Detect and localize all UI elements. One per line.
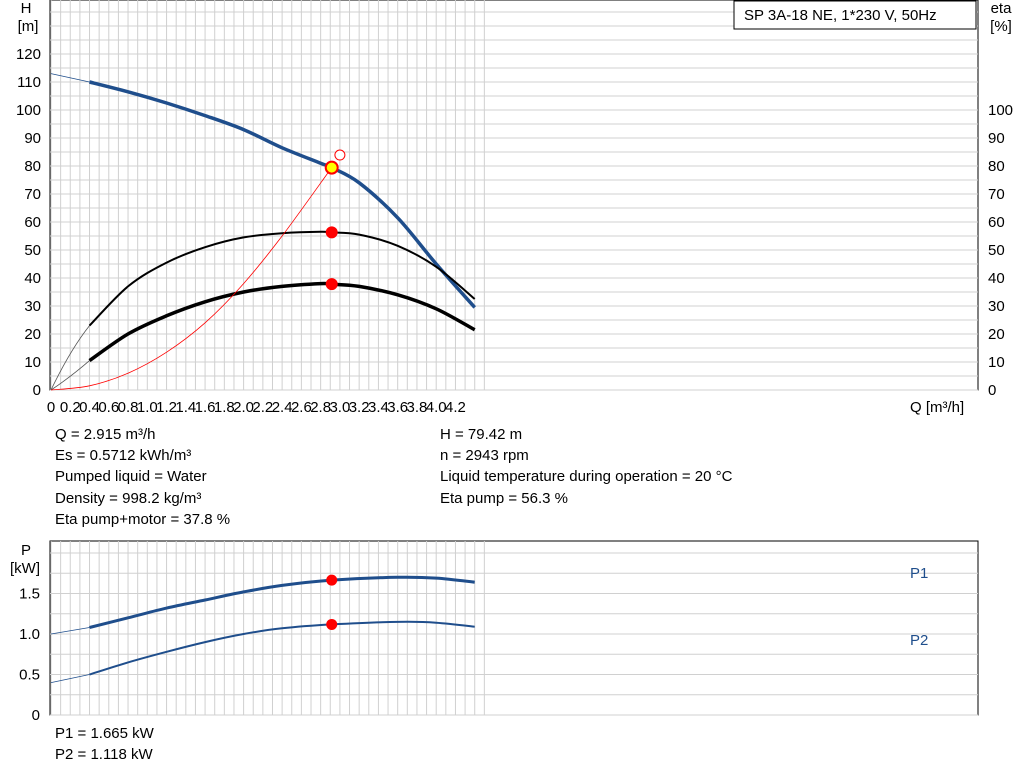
p2-curve-extrapolation (50, 674, 90, 683)
x-tick-label: 2.6 (291, 399, 312, 416)
upper-grid (50, 0, 978, 391)
x-tick-label: 0.6 (98, 399, 119, 416)
head-curve (89, 80, 477, 309)
h-tick-label: 20 (24, 326, 41, 343)
eta-tick-label: 90 (988, 130, 1005, 147)
eta-tick-label: 30 (988, 298, 1005, 315)
eta-tick-label: 50 (988, 242, 1005, 259)
x-axis-title: Q [m³/h] (910, 399, 964, 416)
eta-pump-marker (325, 226, 338, 239)
x-tick-label: 1.8 (214, 399, 235, 416)
x-tick-label: 1.0 (137, 399, 158, 416)
eta-total-curve (88, 281, 476, 363)
h-tick-label: 30 (24, 298, 41, 315)
p-axis-unit: [kW] (10, 560, 40, 577)
h-tick-label: 90 (24, 130, 41, 147)
eta-total-marker (325, 278, 338, 291)
title-box (733, 0, 977, 30)
info-eta-total: Eta pump+motor = 37.8 % (55, 511, 231, 528)
x-tick-label: 4.0 (426, 399, 447, 416)
lower-grid (50, 541, 978, 716)
eta-tick-label: 70 (988, 186, 1005, 203)
head-curve-extrapolation (50, 73, 90, 83)
x-tick-label: 3.6 (387, 399, 408, 416)
eta-axis-unit: [%] (990, 18, 1012, 35)
eta-pump-curve (88, 230, 476, 327)
p-tick-label: 1.0 (19, 626, 40, 643)
x-tick-label: 0.8 (118, 399, 139, 416)
info-es: Es = 0.5712 kWh/m³ (55, 447, 192, 464)
x-tick-label: 3.4 (368, 399, 389, 416)
x-tick-label: 2.2 (252, 399, 273, 416)
h-tick-label: 0 (33, 382, 41, 399)
eta-axis-title: eta (991, 0, 1013, 17)
x-tick-label: 1.6 (195, 399, 216, 416)
upper-markers (324, 149, 346, 291)
eta-tick-label: 40 (988, 270, 1005, 287)
p-tick-label: 0 (32, 707, 40, 724)
x-tick-label: 2.8 (310, 399, 331, 416)
system-curve-end-marker (334, 149, 346, 161)
h-tick-label: 100 (16, 102, 41, 119)
info-h: H = 79.42 m (440, 426, 523, 443)
upper-series (50, 73, 477, 391)
x-tick-label: 0.4 (79, 399, 100, 416)
h-tick-label: 40 (24, 270, 41, 287)
x-tick-label: 1.2 (156, 399, 177, 416)
h-axis-title: H (21, 0, 32, 17)
eta-total-curve-extrapolation (50, 360, 90, 391)
h-tick-label: 80 (24, 158, 41, 175)
info-p1: P1 = 1.665 kW (55, 725, 154, 742)
lower-markers (326, 574, 338, 630)
system-curve (50, 167, 333, 391)
eta-tick-label: 100 (988, 102, 1013, 119)
p-tick-label: 0.5 (19, 667, 40, 684)
lower-axis-ticks: 0 0.5 1.0 1.5 (19, 586, 40, 725)
info-eta-pump: Eta pump = 56.3 % (440, 490, 568, 507)
eta-tick-label: 80 (988, 158, 1005, 175)
eta-tick-label: 10 (988, 354, 1005, 371)
h-tick-label: 60 (24, 214, 41, 231)
h-tick-label: 110 (17, 74, 41, 91)
p1-curve (89, 575, 475, 629)
p1-marker (326, 574, 338, 586)
duty-point-marker (324, 160, 339, 175)
x-tick-label: 0 (47, 399, 55, 416)
x-tick-label: 1.4 (175, 399, 196, 416)
h-tick-label: 10 (24, 354, 41, 371)
x-tick-label: 3.8 (407, 399, 428, 416)
p-axis-title: P (21, 542, 31, 559)
x-tick-label: 3.0 (329, 399, 350, 416)
h-axis-unit: [m] (18, 18, 39, 35)
h-tick-label: 70 (24, 186, 41, 203)
info-n: n = 2943 rpm (440, 447, 529, 464)
p2-series-label: P2 (910, 632, 928, 649)
h-tick-label: 50 (24, 242, 41, 259)
p-tick-label: 1.5 (19, 586, 40, 603)
eta-tick-label: 0 (988, 382, 996, 399)
x-tick-label: 3.2 (349, 399, 370, 416)
lower-series (50, 575, 475, 683)
info-temp: Liquid temperature during operation = 20… (440, 468, 733, 485)
h-tick-label: 120 (16, 46, 41, 63)
upper-axis-ticks: 0 0.20.40.60.81.01.21.41.61.82.02.22.42.6… (16, 46, 1013, 416)
info-density: Density = 998.2 kg/m³ (55, 490, 202, 507)
eta-tick-label: 60 (988, 214, 1005, 231)
x-tick-label: 2.0 (233, 399, 254, 416)
x-tick-label: 0.2 (60, 399, 81, 416)
p1-curve-extrapolation (50, 627, 90, 635)
chart-title: SP 3A-18 NE, 1*230 V, 50Hz (744, 7, 937, 24)
p2-curve (89, 620, 475, 676)
eta-pump-curve-extrapolation (50, 325, 90, 391)
x-tick-label: 2.4 (272, 399, 293, 416)
info-q: Q = 2.915 m³/h (55, 426, 156, 443)
p1-series-label: P1 (910, 565, 928, 582)
p2-marker (326, 618, 338, 630)
eta-tick-label: 20 (988, 326, 1005, 343)
x-tick-label: 4.2 (445, 399, 466, 416)
info-p2: P2 = 1.118 kW (55, 746, 153, 763)
info-liquid: Pumped liquid = Water (55, 468, 207, 485)
